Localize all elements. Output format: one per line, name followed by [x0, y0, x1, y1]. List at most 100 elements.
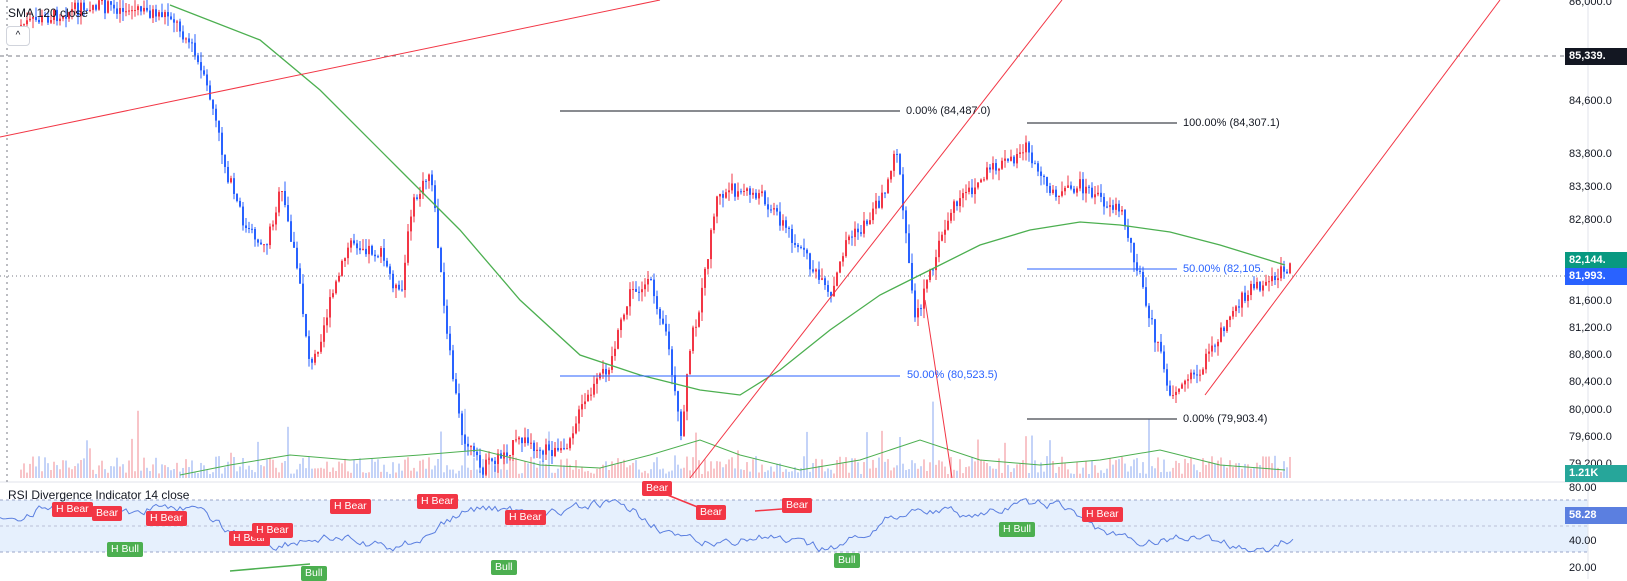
volume-bar	[320, 467, 322, 478]
volume-bar	[1100, 470, 1102, 478]
candle-body	[1142, 271, 1144, 288]
price-axis-label: 79,600.0	[1569, 431, 1612, 443]
divergence-badge: H Bear	[417, 494, 458, 509]
candle-body	[350, 240, 352, 248]
candle-body	[1160, 341, 1162, 352]
candle-body	[329, 297, 331, 318]
candle-body	[833, 285, 835, 297]
candle-body	[902, 174, 904, 211]
collapse-legend-button[interactable]: ^	[6, 26, 30, 46]
volume-bar	[800, 468, 802, 478]
candle-body	[1088, 186, 1090, 188]
volume-bar	[50, 469, 52, 478]
fib-a-top-label: 0.00% (84,487.0)	[906, 105, 991, 117]
candle-body	[1121, 209, 1123, 212]
candle-body	[1133, 242, 1135, 263]
candle-body	[656, 296, 658, 309]
volume-bar	[434, 465, 436, 478]
volume-bar	[764, 471, 766, 478]
volume-bar	[1280, 472, 1282, 478]
volume-bar	[1241, 468, 1243, 478]
candle-body	[827, 285, 829, 292]
candle-body	[611, 356, 613, 370]
candle-body	[1154, 319, 1156, 343]
volume-bar	[980, 459, 982, 478]
candle-body	[242, 206, 244, 226]
volume-bar	[890, 470, 892, 478]
volume-bar	[653, 462, 655, 478]
candle-body	[617, 330, 619, 349]
candle-body	[368, 245, 370, 255]
candle-body	[185, 38, 187, 40]
divergence-badge: H Bear	[330, 499, 371, 514]
volume-bar	[656, 457, 658, 478]
volume-bar	[1022, 460, 1024, 478]
candle-body	[434, 185, 436, 209]
volume-bar	[1118, 459, 1120, 478]
candle-body	[50, 20, 52, 23]
candle-body	[1118, 203, 1120, 212]
volume-bar	[866, 432, 868, 478]
volume-bar	[1073, 473, 1075, 478]
candle-body	[68, 12, 70, 19]
candle-body	[1094, 194, 1096, 198]
volume-bar	[920, 466, 922, 478]
volume-bar	[596, 468, 598, 478]
candle-body	[26, 20, 28, 25]
candle-body	[275, 212, 277, 225]
volume-bar	[1103, 472, 1105, 478]
candle-body	[755, 192, 757, 199]
candle-body	[1253, 283, 1255, 289]
volume-bar	[1007, 465, 1009, 478]
volume-bar	[1037, 472, 1039, 478]
volume-bar	[989, 466, 991, 478]
candle-body	[335, 281, 337, 294]
volume-bar	[152, 464, 154, 478]
candle-body	[998, 168, 1000, 171]
volume-bar	[437, 459, 439, 478]
volume-bar	[836, 460, 838, 478]
rsi-legend[interactable]: RSI Divergence Indicator 14 close	[8, 488, 190, 502]
candle-body	[1046, 177, 1048, 187]
candle-body	[1019, 152, 1021, 154]
volume-bar	[1127, 471, 1129, 478]
volume-bar	[26, 472, 28, 478]
candle-body	[452, 350, 454, 380]
candle-body	[86, 9, 88, 11]
candle-body	[131, 10, 133, 12]
volume-bar	[293, 473, 295, 478]
volume-bar	[599, 468, 601, 478]
volume-bar	[1193, 464, 1195, 478]
candle-body	[569, 438, 571, 449]
volume-bar	[458, 470, 460, 478]
volume-bar	[1274, 455, 1276, 478]
candle-body	[104, 0, 106, 14]
candle-body	[137, 6, 139, 11]
volume-bar	[86, 440, 88, 478]
candle-body	[488, 458, 490, 460]
volume-bar	[785, 469, 787, 478]
candle-body	[1070, 185, 1072, 189]
candle-body	[614, 348, 616, 357]
volume-bar	[770, 466, 772, 478]
candle-body	[1172, 395, 1174, 397]
candle-body	[725, 192, 727, 198]
main-legend[interactable]: SMA 120 close	[8, 6, 89, 20]
candle-body	[254, 228, 256, 240]
volume-bar	[716, 461, 718, 478]
candle-body	[401, 289, 403, 291]
volume-bar	[1178, 463, 1180, 478]
candle-body	[734, 183, 736, 197]
volume-bar	[587, 470, 589, 478]
candle-body	[365, 248, 367, 255]
volume-bar	[845, 457, 847, 478]
candle-body	[1262, 285, 1264, 291]
price-axis-label: 83,300.0	[1569, 181, 1612, 193]
volume-bar	[272, 459, 274, 478]
candle-body	[722, 194, 724, 198]
candle-body	[77, 2, 79, 16]
volume-bar	[665, 473, 667, 478]
candle-body	[995, 163, 997, 171]
